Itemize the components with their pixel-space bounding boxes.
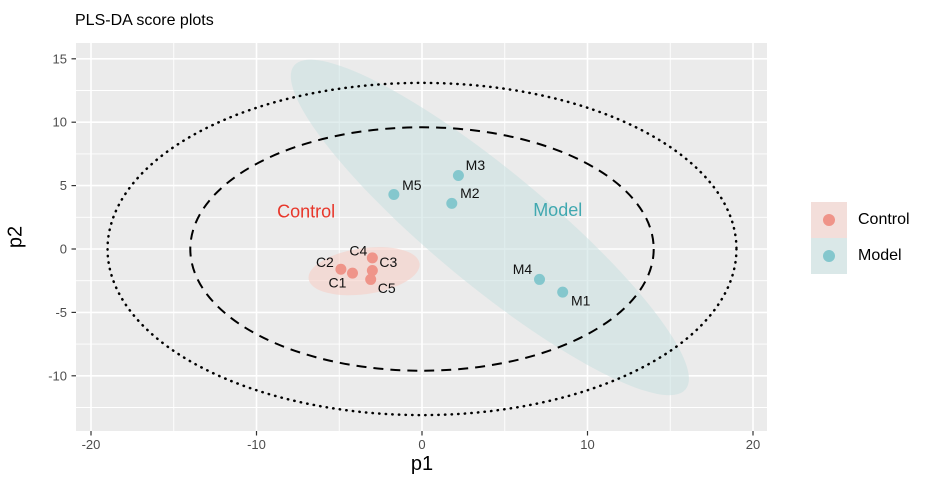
group-annotation-control: Control (277, 201, 335, 221)
y-tick-label: 5 (60, 178, 67, 193)
point-label-C1: C1 (329, 275, 347, 291)
point-label-C5: C5 (378, 280, 396, 296)
x-tick-label: -10 (247, 437, 266, 452)
data-point-C2 (335, 263, 347, 275)
data-point-C1 (346, 267, 358, 279)
y-tick-label: -5 (55, 305, 67, 320)
plot-title: PLS-DA score plots (75, 12, 214, 29)
ellipse-hotelling-outer (106, 81, 738, 417)
x-tick-label: 20 (746, 437, 760, 452)
ellipse-hotelling-inner (189, 126, 655, 372)
y-tick-label: 10 (53, 115, 67, 130)
x-tick-label: -20 (82, 437, 101, 452)
x-tick-label: 10 (580, 437, 594, 452)
x-tick-label: 0 (418, 437, 425, 452)
data-point-M1 (557, 286, 569, 298)
data-point-C3 (366, 265, 378, 277)
group-annotation-model: Model (533, 200, 582, 220)
legend-dot-icon (823, 214, 835, 226)
point-label-C2: C2 (316, 254, 334, 270)
y-tick-label: 0 (60, 242, 67, 257)
point-label-M4: M4 (513, 261, 533, 277)
y-tick-label: 15 (53, 51, 67, 66)
point-label-M5: M5 (402, 177, 422, 193)
point-label-C4: C4 (349, 242, 367, 258)
point-label-M3: M3 (466, 157, 486, 173)
ellipse-model-confidence (290, 59, 689, 396)
y-tick-label: -10 (48, 368, 67, 383)
point-label-M1: M1 (571, 293, 591, 309)
legend-item-control: Control (811, 202, 910, 238)
legend: Control Model (811, 202, 910, 274)
data-point-M5 (388, 188, 400, 200)
data-point-M3 (452, 169, 464, 181)
data-point-M2 (446, 197, 458, 209)
legend-label-control: Control (858, 211, 910, 228)
legend-swatch-control (811, 202, 847, 238)
ellipse-control-confidence (308, 247, 420, 296)
y-axis-title: p2 (4, 225, 27, 249)
data-point-C5 (365, 273, 377, 285)
legend-swatch-model (811, 238, 847, 274)
legend-dot-icon (823, 250, 835, 262)
point-label-M2: M2 (460, 185, 480, 201)
x-axis-title: p1 (410, 453, 434, 475)
data-point-M4 (534, 273, 546, 285)
point-label-C3: C3 (379, 254, 397, 270)
data-point-C4 (366, 252, 378, 264)
legend-item-model: Model (811, 238, 910, 274)
legend-label-model: Model (858, 247, 902, 264)
